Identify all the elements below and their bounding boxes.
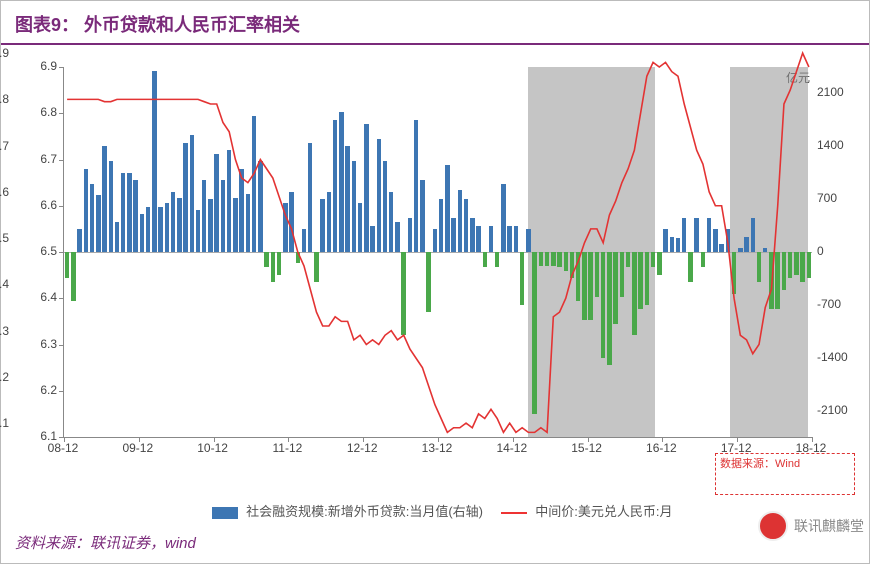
y-left-tick: 6.6 xyxy=(17,198,57,212)
watermark-logo-icon xyxy=(758,511,788,541)
chart-title: 图表9： 外币贷款和人民币汇率相关 xyxy=(1,1,869,43)
legend-line-label: 中间价:美元兑人民币:月 xyxy=(535,504,672,519)
y-right-tick: 2100 xyxy=(817,85,861,99)
line-series xyxy=(64,67,812,437)
chart-area: 亿元 数据来源：Wind 6.16.26.36.46.56.66.76.86.9… xyxy=(15,53,855,493)
y-right-tick: -700 xyxy=(817,297,861,311)
x-tick: 08-12 xyxy=(38,441,88,455)
legend: 社会融资规模:新增外币贷款:当月值(右轴) 中间价:美元兑人民币:月 xyxy=(1,499,869,530)
watermark: 联讯麒麟堂 xyxy=(758,511,864,541)
source-label: 资料来源：联讯证券，wind xyxy=(1,530,869,563)
legend-line-swatch xyxy=(501,512,527,514)
x-tick: 14-12 xyxy=(487,441,537,455)
x-tick: 13-12 xyxy=(412,441,462,455)
y-left-tick: 6.8 xyxy=(17,105,57,119)
y-right-tick: -1400 xyxy=(817,350,861,364)
y-left-tick: 6.5 xyxy=(17,244,57,258)
y-left-tick: 6.3 xyxy=(17,337,57,351)
x-tick: 17-12 xyxy=(711,441,761,455)
y-right-tick: 0 xyxy=(817,244,861,258)
x-tick: 09-12 xyxy=(113,441,163,455)
x-tick: 18-12 xyxy=(786,441,836,455)
y-left-tick: 6.9 xyxy=(17,59,57,73)
y-left-tick: 6.2 xyxy=(17,383,57,397)
x-tick: 10-12 xyxy=(188,441,238,455)
watermark-text: 联讯麒麟堂 xyxy=(794,516,864,536)
x-tick: 16-12 xyxy=(636,441,686,455)
x-tick: 11-12 xyxy=(262,441,312,455)
y-right-tick: 700 xyxy=(817,191,861,205)
legend-bar-label: 社会融资规模:新增外币贷款:当月值(右轴) xyxy=(246,504,483,519)
plot-area: 亿元 xyxy=(63,67,812,438)
y-left-tick: 6.7 xyxy=(17,152,57,166)
title-separator xyxy=(1,43,869,45)
y-right-tick: 1400 xyxy=(817,138,861,152)
y-right-tick: -2100 xyxy=(817,403,861,417)
x-tick: 15-12 xyxy=(562,441,612,455)
x-tick: 12-12 xyxy=(337,441,387,455)
legend-bar-swatch xyxy=(212,507,238,519)
y-left-tick: 6.4 xyxy=(17,290,57,304)
wind-source-tag: 数据来源：Wind xyxy=(715,453,855,495)
